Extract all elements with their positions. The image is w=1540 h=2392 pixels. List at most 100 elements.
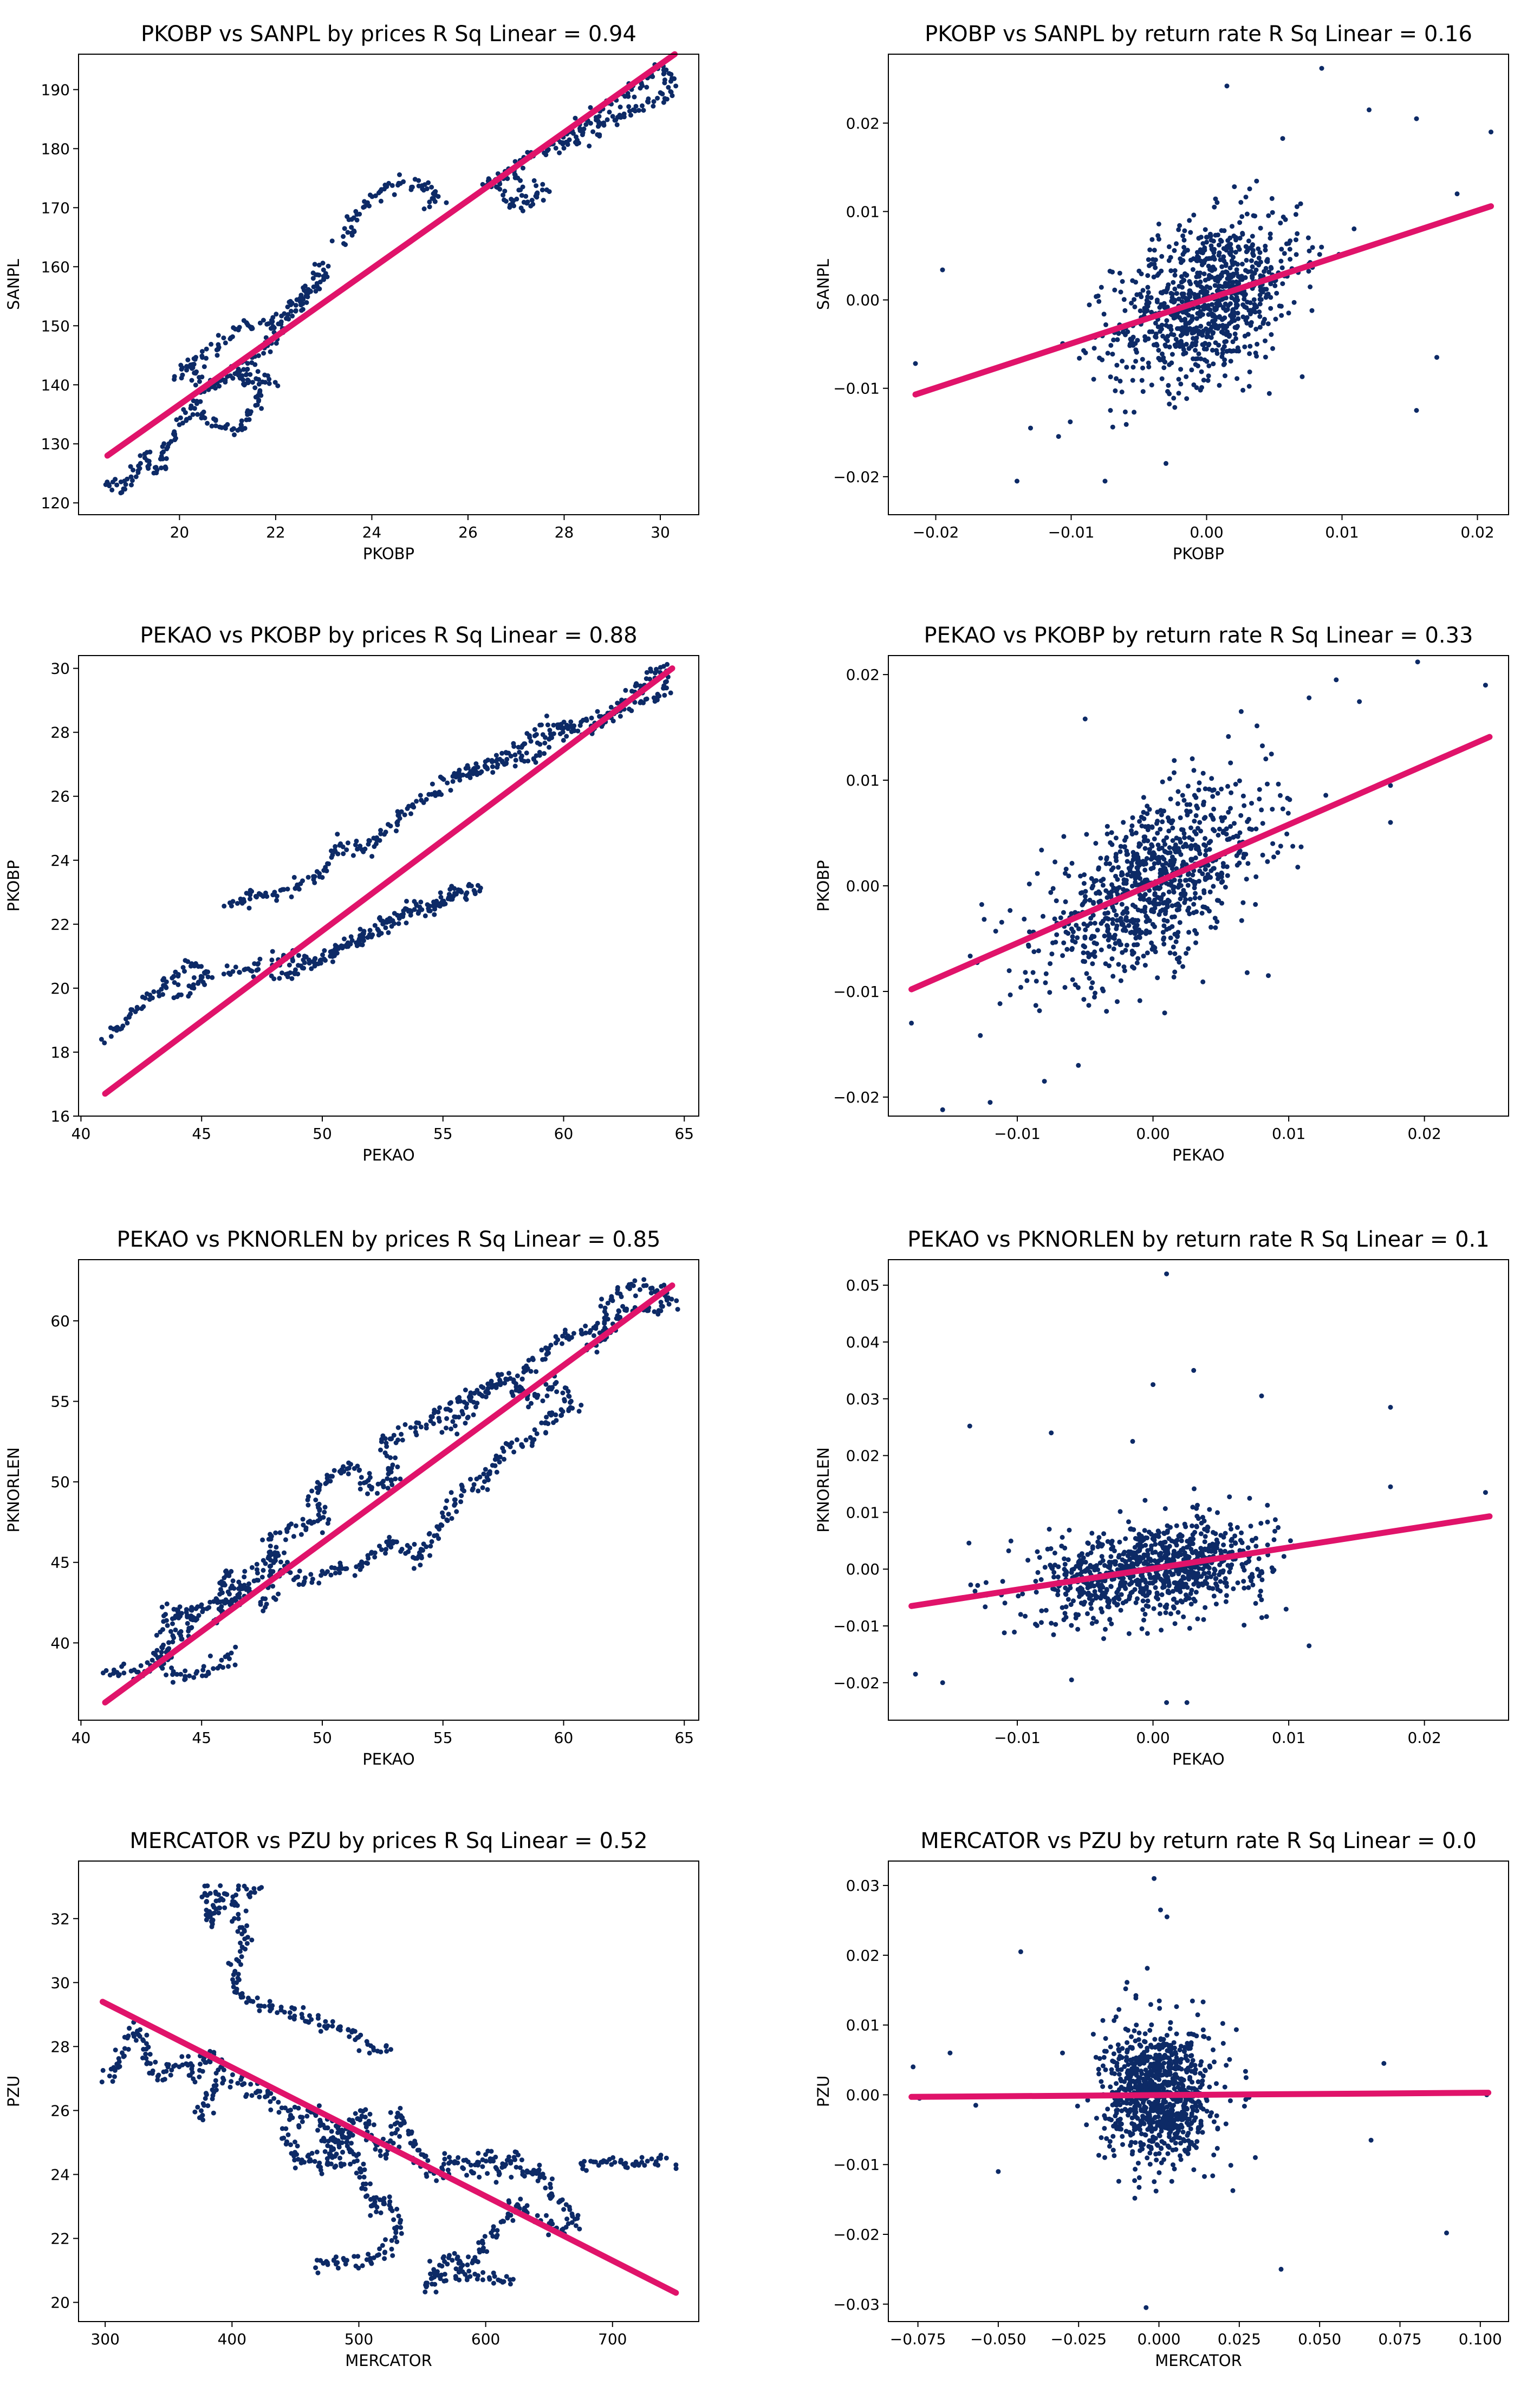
data-point: [426, 792, 432, 797]
data-point: [1146, 257, 1151, 262]
data-point: [1226, 809, 1231, 815]
scatter-points: [100, 1277, 680, 1685]
data-point: [1145, 1631, 1150, 1636]
data-point: [444, 1425, 449, 1431]
data-point: [1174, 1542, 1179, 1548]
data-point: [1184, 1594, 1190, 1599]
data-point: [1172, 951, 1178, 956]
data-point: [638, 700, 643, 705]
data-point: [328, 953, 333, 958]
x-tick-label: 40: [72, 1729, 91, 1747]
data-point: [662, 96, 667, 101]
data-point: [1208, 256, 1213, 261]
data-point: [1133, 280, 1139, 285]
data-point: [317, 286, 322, 291]
data-point: [1119, 902, 1125, 907]
data-point: [1228, 806, 1233, 811]
data-point: [504, 757, 510, 762]
data-point: [1147, 263, 1152, 268]
data-point: [269, 973, 274, 978]
data-point: [1182, 228, 1187, 234]
data-point: [1172, 969, 1178, 975]
data-point: [164, 456, 169, 461]
data-point: [361, 1480, 367, 1486]
data-point: [169, 1665, 174, 1670]
data-point: [1201, 307, 1207, 312]
data-point: [1124, 852, 1129, 857]
data-point: [412, 907, 417, 912]
x-tick-label: 30: [651, 523, 670, 541]
data-point: [301, 965, 307, 971]
data-point: [1190, 341, 1195, 346]
data-point: [1096, 1535, 1102, 1540]
data-point: [205, 420, 210, 426]
data-point: [1099, 1554, 1104, 1559]
data-point: [534, 1395, 540, 1400]
data-point: [530, 202, 536, 207]
data-point: [283, 1537, 288, 1542]
data-point: [226, 1664, 231, 1669]
data-point: [1146, 336, 1151, 341]
data-point: [1128, 930, 1133, 935]
data-point: [178, 415, 183, 420]
data-point: [523, 193, 529, 199]
data-point: [1265, 321, 1271, 327]
data-point: [1123, 915, 1129, 920]
axes-frame: [888, 655, 1509, 1117]
data-point: [273, 1530, 278, 1535]
data-point: [1195, 254, 1200, 259]
data-point: [1173, 1580, 1178, 1585]
data-point: [316, 1580, 322, 1586]
data-point: [1209, 302, 1214, 307]
data-point: [1217, 826, 1222, 832]
data-point: [375, 1490, 380, 1496]
data-point: [1115, 999, 1120, 1004]
data-point: [480, 1385, 486, 1390]
y-tick-label: 50: [50, 1473, 70, 1491]
data-point: [1033, 1003, 1038, 1008]
data-point: [1194, 250, 1200, 255]
data-point: [316, 1485, 322, 1490]
data-point: [1223, 1576, 1228, 1581]
data-point: [1202, 904, 1207, 910]
data-point: [129, 482, 134, 488]
data-point: [561, 146, 567, 151]
data-point: [284, 1527, 289, 1532]
data-point: [160, 1627, 165, 1632]
data-point: [1298, 201, 1303, 206]
data-point: [353, 842, 358, 847]
data-point: [1414, 408, 1419, 413]
data-point: [173, 1627, 178, 1632]
data-point: [1167, 401, 1172, 407]
data-point: [1192, 793, 1197, 798]
data-point: [456, 887, 461, 892]
data-point: [1183, 321, 1188, 327]
data-point: [1120, 359, 1125, 364]
data-point: [225, 1652, 230, 1657]
data-point: [1168, 268, 1174, 274]
data-point: [1185, 1539, 1190, 1544]
data-point: [138, 453, 143, 458]
data-point: [1224, 1593, 1229, 1598]
data-point: [587, 144, 592, 148]
data-point: [1186, 905, 1192, 911]
data-point: [671, 76, 676, 81]
data-point: [1188, 1547, 1194, 1552]
data-point: [464, 890, 470, 896]
data-point: [1048, 961, 1053, 967]
data-point: [211, 1666, 216, 1671]
data-point: [1161, 301, 1167, 306]
data-point: [554, 1389, 560, 1395]
data-point: [1208, 243, 1214, 249]
data-point: [1036, 948, 1041, 954]
data-point: [1228, 824, 1233, 829]
data-point: [121, 1670, 127, 1676]
data-point: [1306, 269, 1311, 274]
data-point: [493, 759, 499, 764]
data-point: [1149, 309, 1154, 315]
data-point: [199, 353, 205, 359]
data-point: [1090, 883, 1096, 889]
data-point: [320, 952, 325, 957]
data-point: [369, 854, 375, 859]
data-point: [494, 1382, 499, 1387]
